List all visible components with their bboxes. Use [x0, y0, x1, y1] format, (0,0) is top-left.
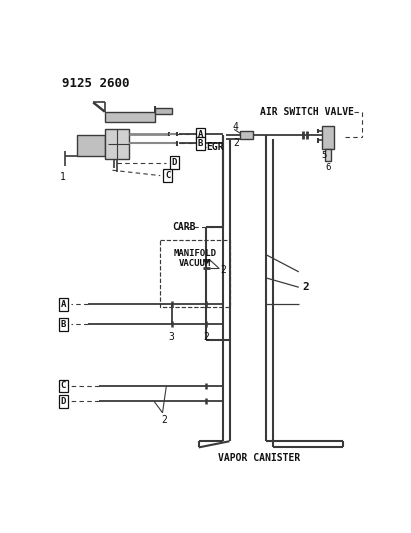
- Text: 2: 2: [233, 138, 239, 148]
- Text: 3: 3: [169, 332, 175, 342]
- Bar: [77, 135, 105, 156]
- Bar: [240, 131, 253, 139]
- Text: AIR SWITCH VALVE: AIR SWITCH VALVE: [260, 108, 354, 117]
- Text: B: B: [198, 139, 203, 148]
- Text: 5: 5: [321, 151, 326, 160]
- Bar: [160, 239, 229, 308]
- Text: D: D: [171, 158, 177, 167]
- Text: CARB: CARB: [172, 222, 195, 232]
- Bar: [105, 112, 155, 123]
- Text: C: C: [165, 171, 171, 180]
- Bar: [322, 126, 334, 149]
- Text: 2: 2: [220, 265, 226, 276]
- Text: A: A: [60, 300, 66, 309]
- Text: D: D: [60, 397, 66, 406]
- FancyArrow shape: [92, 102, 106, 112]
- Text: EGR: EGR: [206, 142, 224, 152]
- Text: 2: 2: [302, 282, 309, 292]
- Text: 9125 2600: 9125 2600: [62, 77, 130, 90]
- Bar: [105, 130, 129, 159]
- FancyArrow shape: [154, 106, 156, 112]
- Text: 2: 2: [161, 415, 167, 425]
- Text: A: A: [198, 130, 203, 139]
- Text: MANIFOLD
VACUUM: MANIFOLD VACUUM: [173, 249, 216, 268]
- Bar: [325, 149, 331, 161]
- Text: C: C: [60, 381, 66, 390]
- Text: 1: 1: [60, 172, 66, 182]
- Text: 4: 4: [233, 122, 239, 132]
- Text: VAPOR CANISTER: VAPOR CANISTER: [218, 453, 300, 463]
- Bar: [155, 108, 172, 114]
- Text: B: B: [60, 320, 66, 329]
- Text: 2: 2: [203, 332, 209, 342]
- Text: 6: 6: [326, 163, 331, 172]
